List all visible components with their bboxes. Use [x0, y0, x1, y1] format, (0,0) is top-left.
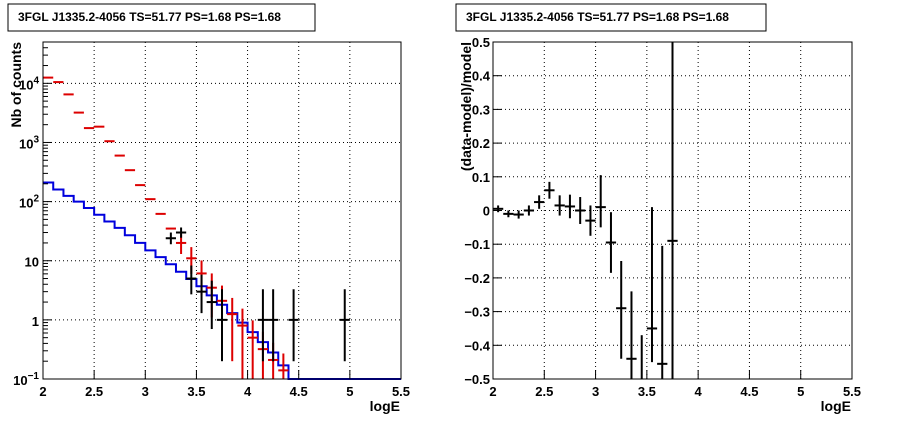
counts-x-axis-label: logE: [370, 398, 400, 414]
residuals-x-tick-label: 5: [797, 384, 804, 399]
counts-title: 3FGL J1335.2-4056 TS=51.77 PS=1.68 PS=1.…: [18, 10, 281, 24]
counts-grid: [43, 42, 401, 379]
counts-x-tick-label: 5: [346, 384, 353, 399]
counts-title-box: [7, 3, 316, 32]
counts-y-tick-label: 1: [32, 314, 39, 329]
counts-y-tick-label: 104: [19, 75, 39, 92]
counts-x-tick-label: 2.5: [85, 384, 103, 399]
counts-y-tick-base: 10: [25, 255, 39, 270]
residuals-title: 3FGL J1335.2-4056 TS=51.77 PS=1.68 PS=1.…: [466, 10, 729, 24]
counts-x-tick-label: 2: [39, 384, 46, 399]
residuals-y-tick-label: −0.2: [464, 271, 490, 286]
counts-y-tick-label: 10: [25, 255, 39, 270]
residuals-y-tick-label: −0.4: [464, 338, 490, 353]
counts-y-tick-base: 10: [19, 196, 33, 211]
residuals-y-tick-label: −0.3: [464, 305, 490, 320]
counts-x-tick-label: 5.5: [392, 384, 410, 399]
counts-x-tick-label: 4.5: [290, 384, 308, 399]
counts-y-tick-exponent: 2: [33, 194, 39, 205]
residuals-x-tick-label: 4: [695, 384, 703, 399]
residuals-x-tick-label: 2.5: [535, 384, 553, 399]
counts-x-tick-label: 3.5: [187, 384, 205, 399]
counts-y-tick-base: 10: [13, 373, 27, 388]
residuals-y-tick-label: 0.3: [472, 102, 490, 117]
residuals-panel: 3FGL J1335.2-4056 TS=51.77 PS=1.68 PS=1.…: [455, 3, 861, 414]
counts-panel: 3FGL J1335.2-4056 TS=51.77 PS=1.68 PS=1.…: [7, 3, 410, 414]
residuals-title-box: [455, 3, 767, 32]
counts-marks: [43, 76, 401, 380]
counts-x-tick-label: 4: [244, 384, 252, 399]
residuals-x-tick-label: 3: [592, 384, 599, 399]
counts-y-tick-exponent: 3: [33, 134, 39, 145]
residuals-y-tick-label: 0.1: [472, 170, 490, 185]
residuals-x-tick-label: 3.5: [638, 384, 656, 399]
counts-y-tick-label: 10−1: [13, 371, 39, 388]
counts-x-tick-label: 3: [142, 384, 149, 399]
counts-y-tick-base: 1: [32, 314, 39, 329]
residuals-grid: [493, 42, 852, 379]
residuals-y-tick-label: −0.1: [464, 237, 490, 252]
residuals-y-tick-label: 0: [483, 204, 490, 219]
residuals-ticks: 2 2.5 3 3.5 4 4.5 5 5.5 −0.5 −0.4 −0.3 −0.2 −0.1 0 0.1…: [464, 35, 861, 399]
residuals-y-tick-label: 0.4: [472, 69, 491, 84]
residuals-x-axis-label: logE: [821, 398, 851, 414]
counts-y-tick-exponent: 4: [33, 75, 39, 86]
residuals-x-tick-label: 5.5: [843, 384, 861, 399]
residuals-marks: [493, 42, 678, 379]
counts-y-tick-exponent: −1: [28, 371, 40, 382]
residuals-y-tick-label: −0.5: [464, 372, 490, 387]
counts-y-tick-base: 10: [19, 136, 33, 151]
residuals-x-tick-label: 2: [489, 384, 496, 399]
counts-y-tick-label: 103: [19, 134, 39, 151]
residuals-y-tick-label: 0.2: [472, 136, 490, 151]
counts-y-axis-label: Nb of counts: [8, 42, 24, 128]
residuals-y-axis-label: (data-model)/model: [458, 42, 474, 171]
counts-y-tick-label: 102: [19, 194, 39, 211]
residuals-x-tick-label: 4.5: [740, 384, 758, 399]
residuals-y-tick-label: 0.5: [472, 35, 490, 50]
counts-y-tick-base: 10: [19, 77, 33, 92]
